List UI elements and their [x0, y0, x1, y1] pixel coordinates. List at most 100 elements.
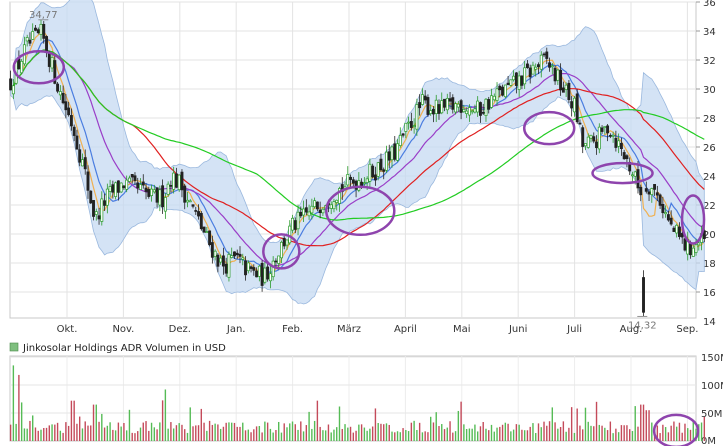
candle-body [255, 270, 259, 278]
candle-body [451, 97, 455, 110]
candle-body [614, 137, 618, 148]
candle-body [34, 27, 37, 31]
candle-body [233, 251, 236, 257]
candle-body [202, 226, 206, 233]
candle-body [484, 98, 488, 116]
candle-body [69, 115, 73, 127]
candle-body [39, 23, 43, 35]
month-label: Okt. [57, 324, 78, 335]
candle-body [465, 110, 469, 114]
price-y-tick-label: 14 [703, 317, 716, 328]
volume-highlight-circle [652, 413, 700, 446]
candle-body [282, 237, 286, 247]
candle-body [387, 151, 391, 161]
candle-body [415, 104, 419, 130]
candle-body [658, 194, 662, 206]
candle-body [227, 254, 231, 278]
candle-body [147, 189, 151, 197]
candle-body [169, 185, 173, 187]
candle-body [514, 72, 518, 86]
candle-body [199, 212, 203, 230]
candle-body [429, 110, 433, 114]
candle-body [642, 277, 645, 313]
candle-body [523, 67, 527, 85]
candle-body [293, 220, 297, 230]
candle-body [584, 143, 587, 147]
candle-body [548, 62, 551, 68]
month-label: Juni [508, 324, 527, 335]
candle-body [105, 188, 109, 206]
candle-body [17, 58, 21, 70]
candle-body [36, 29, 40, 34]
candle-body [310, 205, 314, 214]
candle-body [346, 174, 350, 186]
candle-body [208, 230, 212, 246]
candle-body [125, 179, 129, 190]
month-label: Jan. [226, 324, 246, 335]
candle-body [606, 125, 610, 134]
candle-body [600, 127, 604, 132]
candle-body [31, 31, 35, 40]
candle-body [401, 133, 405, 136]
price-y-tick-label: 26 [703, 143, 716, 154]
candle-body [443, 98, 446, 108]
candle-body [539, 54, 543, 70]
candle-body [393, 143, 397, 160]
volume-legend-swatch [9, 342, 19, 352]
volume-y-tick-label: 100M [701, 381, 723, 392]
candle-body [680, 233, 684, 238]
candle-body [404, 122, 408, 132]
candle-body [86, 171, 90, 191]
candle-body [520, 75, 524, 86]
candle-body [470, 110, 474, 113]
candle-body [611, 134, 615, 137]
candle-body [664, 212, 668, 215]
candle-body [180, 171, 184, 191]
candle-body [103, 200, 107, 206]
candle-body [78, 149, 82, 163]
candle-body [127, 177, 131, 182]
candle-body [252, 267, 256, 271]
candle-body [277, 255, 281, 264]
candle-body [108, 186, 112, 192]
high-annotation: 34,77 [29, 10, 58, 21]
candle-body [603, 126, 607, 128]
price-y-tick-label: 16 [703, 288, 716, 299]
candle-body [572, 97, 576, 113]
candle-body [423, 95, 427, 101]
candle-body [183, 185, 187, 203]
month-label: Juli [566, 324, 582, 335]
candle-body [9, 78, 13, 91]
candle-body [213, 250, 217, 257]
candle-body [111, 184, 115, 193]
candle-body [473, 108, 477, 113]
candle-body [570, 101, 574, 109]
candle-body [644, 188, 648, 192]
candle-body [385, 151, 388, 171]
highlight-circle [325, 185, 396, 237]
candle-body [440, 100, 444, 114]
candle-body [246, 262, 250, 272]
candle-body [689, 242, 692, 256]
candle-body [509, 79, 513, 86]
candle-body [592, 136, 596, 142]
candle-body [100, 198, 104, 222]
month-label: Feb. [282, 324, 303, 335]
candle-body [304, 207, 308, 213]
candle-body [631, 174, 634, 177]
candle-body [67, 107, 71, 116]
candle-body [622, 152, 626, 160]
candle-body [299, 211, 303, 217]
candle-body [94, 211, 98, 215]
volume-title: Jinkosolar Holdings ADR Volumen in USD [22, 343, 226, 354]
candle-body [25, 37, 29, 42]
candle-body [575, 93, 579, 123]
month-label: Aug. [620, 324, 643, 335]
candle-body [459, 100, 463, 113]
candle-body [542, 53, 546, 56]
candle-body [578, 122, 582, 125]
candle-body [655, 192, 659, 196]
candle-body [219, 257, 223, 263]
candle-body [210, 242, 214, 258]
candle-body [244, 260, 247, 276]
